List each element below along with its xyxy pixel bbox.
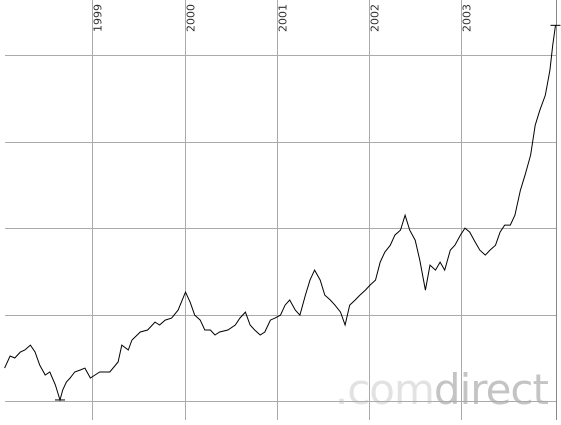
x-tick-label: 2002: [369, 4, 382, 32]
x-tick-label: 2000: [185, 4, 198, 32]
x-tick-label: 1999: [92, 4, 105, 32]
x-tick-label: 2001: [277, 4, 290, 32]
x-tick-label: 2003: [461, 4, 474, 32]
price-line: [4, 25, 556, 402]
watermark-prefix: .com: [335, 365, 434, 414]
watermark: .comdirect: [335, 365, 549, 414]
watermark-main: direct: [434, 365, 549, 414]
